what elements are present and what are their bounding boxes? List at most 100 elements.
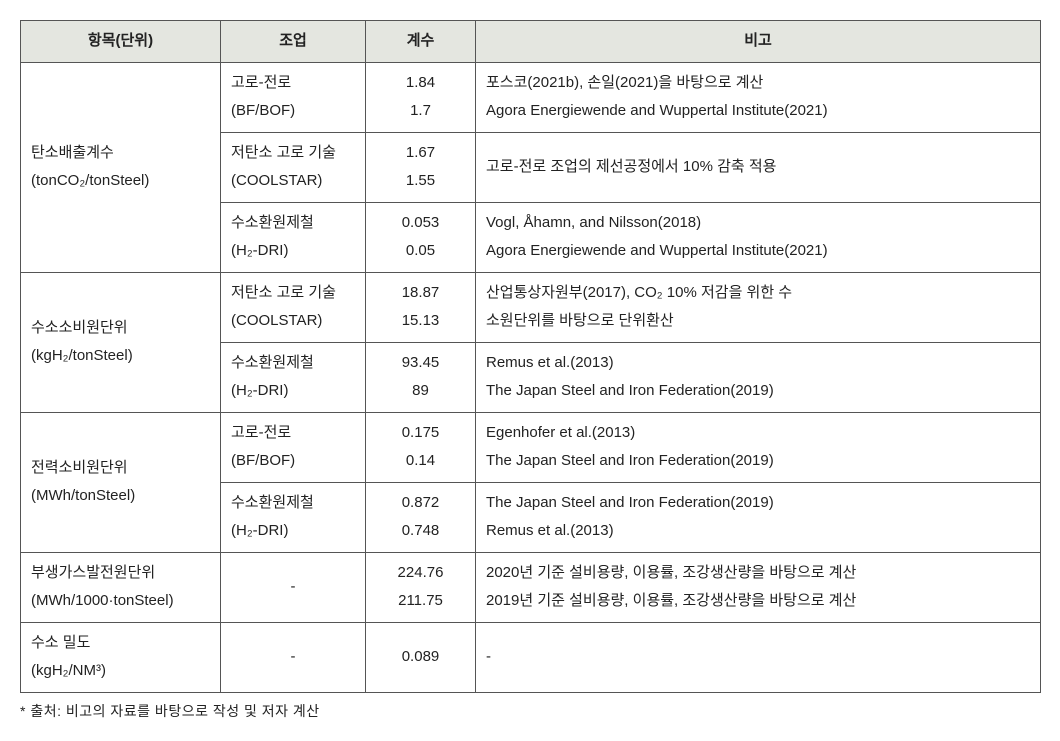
operation-cell: 저탄소 고로 기술 (COOLSTAR) (221, 132, 366, 202)
operation-cell: 수소환원제철 (H₂-DRI) (221, 342, 366, 412)
note-merged: 고로-전로 조업의 제선공정에서 10% 감축 적용 (486, 158, 776, 175)
coef-cell: 224.76 211.75 (366, 552, 476, 622)
op-line2: (BF/BOF) (231, 452, 295, 469)
note-line2: The Japan Steel and Iron Federation(2019… (486, 382, 774, 399)
note-line2: 2019년 기준 설비용량, 이용률, 조강생산량을 바탕으로 계산 (486, 592, 856, 609)
op-line1: 저탄소 고로 기술 (231, 144, 336, 161)
coef-2: 211.75 (398, 592, 443, 609)
coef-2: 89 (412, 382, 429, 399)
item-label-line1: 수소 밀도 (31, 634, 90, 651)
footnote: * 출처: 비고의 자료를 바탕으로 작성 및 저자 계산 (20, 701, 1040, 721)
table-row: 전력소비원단위 (MWh/tonSteel) 고로-전로 (BF/BOF) 0.… (21, 412, 1041, 482)
table-row: 탄소배출계수 (tonCO₂/tonSteel) 고로-전로 (BF/BOF) … (21, 62, 1041, 132)
header-item: 항목(단위) (21, 21, 221, 63)
item-label-line1: 탄소배출계수 (31, 144, 114, 161)
note-cell: 산업통상자원부(2017), CO₂ 10% 저감을 위한 수 소원단위를 바탕… (476, 272, 1041, 342)
coef-cell: 1.84 1.7 (366, 62, 476, 132)
item-label-line1: 부생가스발전원단위 (31, 564, 155, 581)
op-single: - (291, 578, 296, 595)
coef-2: 0.14 (406, 452, 435, 469)
note-line2: 소원단위를 바탕으로 단위환산 (486, 312, 674, 329)
op-line2: (H₂-DRI) (231, 522, 288, 539)
item-cell: 수소소비원단위 (kgH₂/tonSteel) (21, 272, 221, 412)
item-label-line1: 수소소비원단위 (31, 319, 128, 336)
coef-2: 1.7 (410, 102, 431, 119)
note-line1: 포스코(2021b), 손일(2021)을 바탕으로 계산 (486, 74, 763, 91)
note-line2: Agora Energiewende and Wuppertal Institu… (486, 242, 828, 259)
operation-cell: 고로-전로 (BF/BOF) (221, 62, 366, 132)
coef-cell: 93.45 89 (366, 342, 476, 412)
op-line2: (COOLSTAR) (231, 172, 322, 189)
coef-1: 0.872 (402, 494, 440, 511)
coef-1: 224.76 (398, 564, 444, 581)
op-line2: (H₂-DRI) (231, 242, 288, 259)
note-line2: Agora Energiewende and Wuppertal Institu… (486, 102, 828, 119)
coef-single: 0.089 (402, 648, 440, 665)
op-line2: (BF/BOF) (231, 102, 295, 119)
coef-2: 0.748 (402, 522, 440, 539)
note-line1: The Japan Steel and Iron Federation(2019… (486, 494, 774, 511)
op-line2: (H₂-DRI) (231, 382, 288, 399)
note-line1: Remus et al.(2013) (486, 354, 614, 371)
note-cell: 2020년 기준 설비용량, 이용률, 조강생산량을 바탕으로 계산 2019년… (476, 552, 1041, 622)
note-cell: 포스코(2021b), 손일(2021)을 바탕으로 계산 Agora Ener… (476, 62, 1041, 132)
note-line1: Egenhofer et al.(2013) (486, 424, 635, 441)
operation-cell: 수소환원제철 (H₂-DRI) (221, 482, 366, 552)
note-line2: Remus et al.(2013) (486, 522, 614, 539)
table-header-row: 항목(단위) 조업 계수 비고 (21, 21, 1041, 63)
op-line1: 수소환원제철 (231, 214, 314, 231)
note-cell: 고로-전로 조업의 제선공정에서 10% 감축 적용 (476, 132, 1041, 202)
item-cell: 탄소배출계수 (tonCO₂/tonSteel) (21, 62, 221, 272)
coef-cell: 0.053 0.05 (366, 202, 476, 272)
op-single: - (291, 648, 296, 665)
item-label-line2: (MWh/1000·tonSteel) (31, 592, 174, 609)
coef-cell: 1.67 1.55 (366, 132, 476, 202)
item-cell: 수소 밀도 (kgH₂/NM³) (21, 622, 221, 692)
coef-1: 18.87 (402, 284, 440, 301)
coef-2: 1.55 (406, 172, 435, 189)
header-operation: 조업 (221, 21, 366, 63)
operation-cell: 수소환원제철 (H₂-DRI) (221, 202, 366, 272)
op-line1: 고로-전로 (231, 74, 291, 91)
op-line1: 저탄소 고로 기술 (231, 284, 336, 301)
note-line1: 산업통상자원부(2017), CO₂ 10% 저감을 위한 수 (486, 284, 792, 301)
item-label-line2: (kgH₂/NM³) (31, 662, 106, 679)
header-note: 비고 (476, 21, 1041, 63)
coef-1: 93.45 (402, 354, 440, 371)
item-label-line1: 전력소비원단위 (31, 459, 128, 476)
note-line1: Vogl, Åhamn, and Nilsson(2018) (486, 214, 701, 231)
coef-cell: 0.175 0.14 (366, 412, 476, 482)
item-cell: 부생가스발전원단위 (MWh/1000·tonSteel) (21, 552, 221, 622)
coef-cell: 18.87 15.13 (366, 272, 476, 342)
operation-cell: 고로-전로 (BF/BOF) (221, 412, 366, 482)
note-cell: Vogl, Åhamn, and Nilsson(2018) Agora Ene… (476, 202, 1041, 272)
operation-cell: - (221, 622, 366, 692)
coef-1: 0.053 (402, 214, 440, 231)
coef-cell: 0.089 (366, 622, 476, 692)
item-label-line2: (kgH₂/tonSteel) (31, 347, 133, 364)
coef-2: 0.05 (406, 242, 435, 259)
item-cell: 전력소비원단위 (MWh/tonSteel) (21, 412, 221, 552)
note-cell: Remus et al.(2013) The Japan Steel and I… (476, 342, 1041, 412)
coef-1: 1.67 (406, 144, 435, 161)
coef-1: 1.84 (406, 74, 435, 91)
parameters-table: 항목(단위) 조업 계수 비고 탄소배출계수 (tonCO₂/tonSteel)… (20, 20, 1041, 693)
coef-cell: 0.872 0.748 (366, 482, 476, 552)
operation-cell: 저탄소 고로 기술 (COOLSTAR) (221, 272, 366, 342)
note-cell: The Japan Steel and Iron Federation(2019… (476, 482, 1041, 552)
note-cell: - (476, 622, 1041, 692)
item-label-line2: (tonCO₂/tonSteel) (31, 172, 149, 189)
note-cell: Egenhofer et al.(2013) The Japan Steel a… (476, 412, 1041, 482)
table-row: 수소소비원단위 (kgH₂/tonSteel) 저탄소 고로 기술 (COOLS… (21, 272, 1041, 342)
note-line2: The Japan Steel and Iron Federation(2019… (486, 452, 774, 469)
op-line1: 수소환원제철 (231, 354, 314, 371)
coef-1: 0.175 (402, 424, 440, 441)
table-row: 수소 밀도 (kgH₂/NM³) - 0.089 - (21, 622, 1041, 692)
table-row: 부생가스발전원단위 (MWh/1000·tonSteel) - 224.76 2… (21, 552, 1041, 622)
note-single: - (486, 648, 491, 665)
op-line2: (COOLSTAR) (231, 312, 322, 329)
operation-cell: - (221, 552, 366, 622)
item-label-line2: (MWh/tonSteel) (31, 487, 135, 504)
coef-2: 15.13 (402, 312, 440, 329)
header-coef: 계수 (366, 21, 476, 63)
